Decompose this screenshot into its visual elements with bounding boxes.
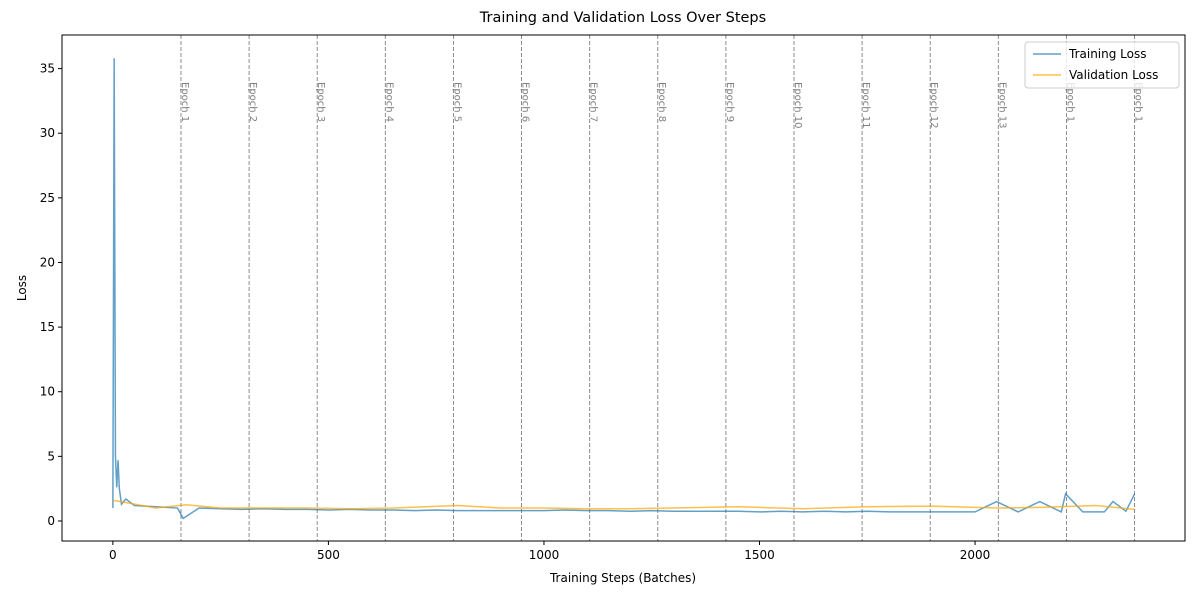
epoch-label: Epoch 5 [451,82,462,122]
y-tick-label: 5 [47,449,55,463]
epoch-label: Epoch 7 [588,82,599,122]
y-tick-label: 20 [40,255,55,269]
legend-label: Training Loss [1068,47,1146,61]
epoch-label: Epoch 12 [928,82,939,129]
y-tick-label: 15 [40,320,55,334]
y-tick-label: 35 [40,62,55,76]
y-tick-label: 30 [40,126,55,140]
y-axis-label: Loss [15,275,29,301]
epoch-label: Epoch 1 [1133,82,1144,122]
x-tick-label: 1000 [529,548,560,562]
x-tick-label: 500 [317,548,340,562]
y-tick-label: 25 [40,191,55,205]
epoch-label: Epoch 9 [724,82,735,122]
y-tick-label: 10 [40,385,55,399]
series-line [112,499,1135,511]
epoch-label: Epoch 10 [792,82,803,129]
chart-title: Training and Validation Loss Over Steps [479,10,766,26]
x-tick-label: 2000 [960,548,991,562]
epoch-label: Epoch 2 [247,82,258,122]
epoch-label: Epoch 3 [315,82,326,122]
epoch-label: Epoch 4 [383,82,394,122]
y-tick-label: 0 [47,514,55,528]
x-tick-label: 1500 [744,548,775,562]
epoch-label: Epoch 1 [1064,82,1075,122]
series-line [112,58,1136,520]
epoch-label: Epoch 11 [860,82,871,129]
epoch-label: Epoch 13 [996,82,1007,129]
x-axis-label: Training Steps (Batches) [549,571,696,585]
x-tick-label: 0 [109,548,117,562]
epoch-label: Epoch 6 [520,82,531,122]
legend-box [1024,41,1180,89]
epoch-label: Epoch 1 [179,82,190,122]
legend-label: Validation Loss [1069,68,1158,82]
plot-frame [61,34,1186,542]
epoch-label: Epoch 8 [656,82,667,122]
